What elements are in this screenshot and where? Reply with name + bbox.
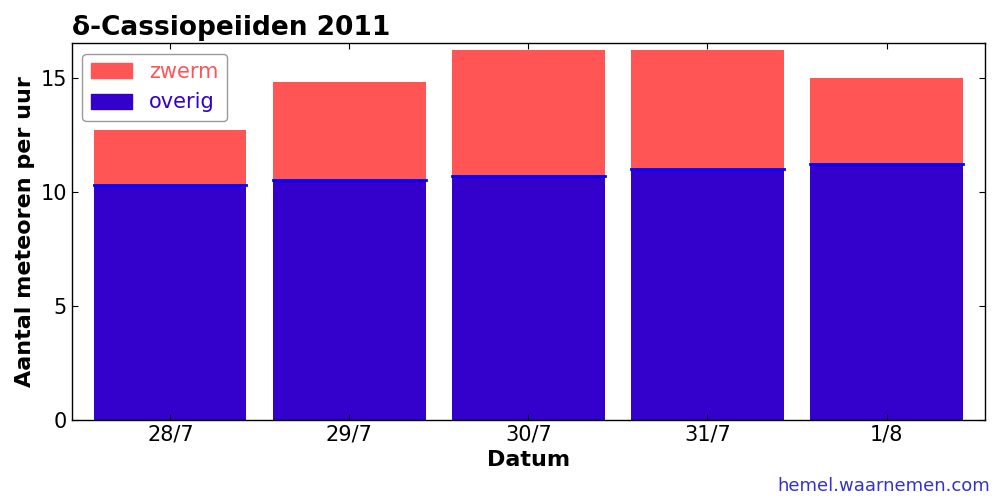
Bar <box>810 164 963 419</box>
Text: hemel.waarnemen.com: hemel.waarnemen.com <box>777 477 990 495</box>
X-axis label: Datum: Datum <box>487 450 570 470</box>
Bar <box>94 130 246 184</box>
Bar <box>631 169 784 419</box>
Text: δ-Cassiopeiiden 2011: δ-Cassiopeiiden 2011 <box>72 15 390 41</box>
Bar <box>631 50 784 169</box>
Bar <box>452 50 605 176</box>
Bar <box>273 180 426 420</box>
Bar <box>810 78 963 164</box>
Y-axis label: Aantal meteoren per uur: Aantal meteoren per uur <box>15 76 35 387</box>
Legend: zwerm, overig: zwerm, overig <box>82 54 227 121</box>
Bar <box>94 184 246 420</box>
Bar <box>273 82 426 180</box>
Bar <box>452 176 605 420</box>
